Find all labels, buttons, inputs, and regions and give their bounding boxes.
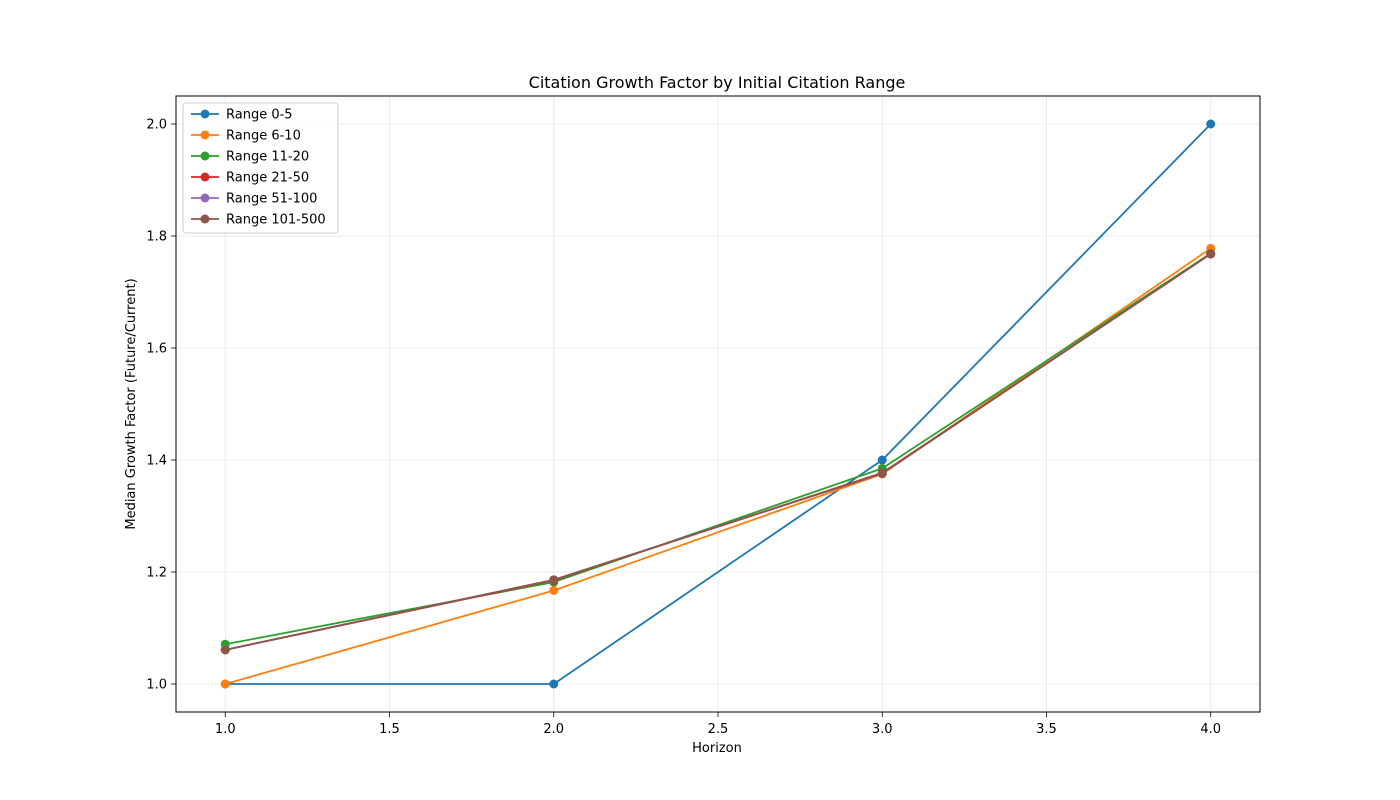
data-point <box>549 575 559 585</box>
data-point <box>220 679 230 689</box>
data-point <box>549 679 559 689</box>
plot-series <box>220 119 1216 689</box>
x-axis-ticks: 1.0 1.5 2.0 2.5 3.0 3.5 4.0 <box>215 712 1221 737</box>
data-point <box>549 585 559 595</box>
legend-label: Range 0-5 <box>226 108 293 123</box>
legend-marker <box>200 214 210 224</box>
y-tick-label: 1.4 <box>146 454 167 469</box>
legend-item: Range 21-50 <box>191 171 309 186</box>
legend-item: Range 11-20 <box>191 150 309 165</box>
x-tick-label: 2.5 <box>708 722 729 737</box>
x-tick-label: 3.0 <box>872 722 893 737</box>
legend-label: Range 51-100 <box>226 192 317 207</box>
legend-label: Range 21-50 <box>226 171 309 186</box>
x-tick-label: 3.5 <box>1036 722 1057 737</box>
data-point <box>1206 249 1216 259</box>
x-tick-label: 1.5 <box>379 722 400 737</box>
x-tick-label: 1.0 <box>215 722 236 737</box>
y-tick-label: 1.0 <box>146 678 167 693</box>
x-axis-label: Horizon <box>692 741 742 756</box>
data-point <box>1206 119 1216 129</box>
legend-item: Range 51-100 <box>191 192 317 207</box>
y-tick-label: 1.6 <box>146 342 167 357</box>
y-tick-label: 1.2 <box>146 566 167 581</box>
legend-item: Range 101-500 <box>191 213 326 228</box>
y-tick-label: 1.8 <box>146 230 167 245</box>
legend: Range 0-5 Range 6-10 Range 11-20 Range 21-5… <box>182 102 339 234</box>
legend-marker <box>200 109 210 119</box>
x-tick-label: 4.0 <box>1200 722 1221 737</box>
legend-marker <box>200 193 210 203</box>
legend-label: Range 101-500 <box>226 213 326 228</box>
x-tick-label: 2.0 <box>543 722 564 737</box>
legend-marker <box>200 151 210 161</box>
data-point <box>877 455 887 465</box>
series-line <box>225 123 1212 685</box>
data-point <box>877 468 887 478</box>
legend-marker <box>200 130 210 140</box>
legend-item: Range 6-10 <box>191 129 301 144</box>
series-range-101-500 <box>220 249 1216 655</box>
chart-title: Citation Growth Factor by Initial Citati… <box>529 73 906 92</box>
legend-label: Range 11-20 <box>226 150 309 165</box>
legend-marker <box>200 172 210 182</box>
y-axis-label: Median Growth Factor (Future/Current) <box>124 278 139 529</box>
legend-label: Range 6-10 <box>226 129 301 144</box>
y-tick-label: 2.0 <box>146 118 167 133</box>
legend-box <box>182 102 339 234</box>
legend-item: Range 0-5 <box>191 108 293 123</box>
data-point <box>220 645 230 655</box>
series-line <box>225 252 1212 646</box>
y-axis-ticks: 1.0 1.2 1.4 1.6 1.8 2.0 <box>146 118 176 693</box>
series-line <box>225 253 1212 651</box>
